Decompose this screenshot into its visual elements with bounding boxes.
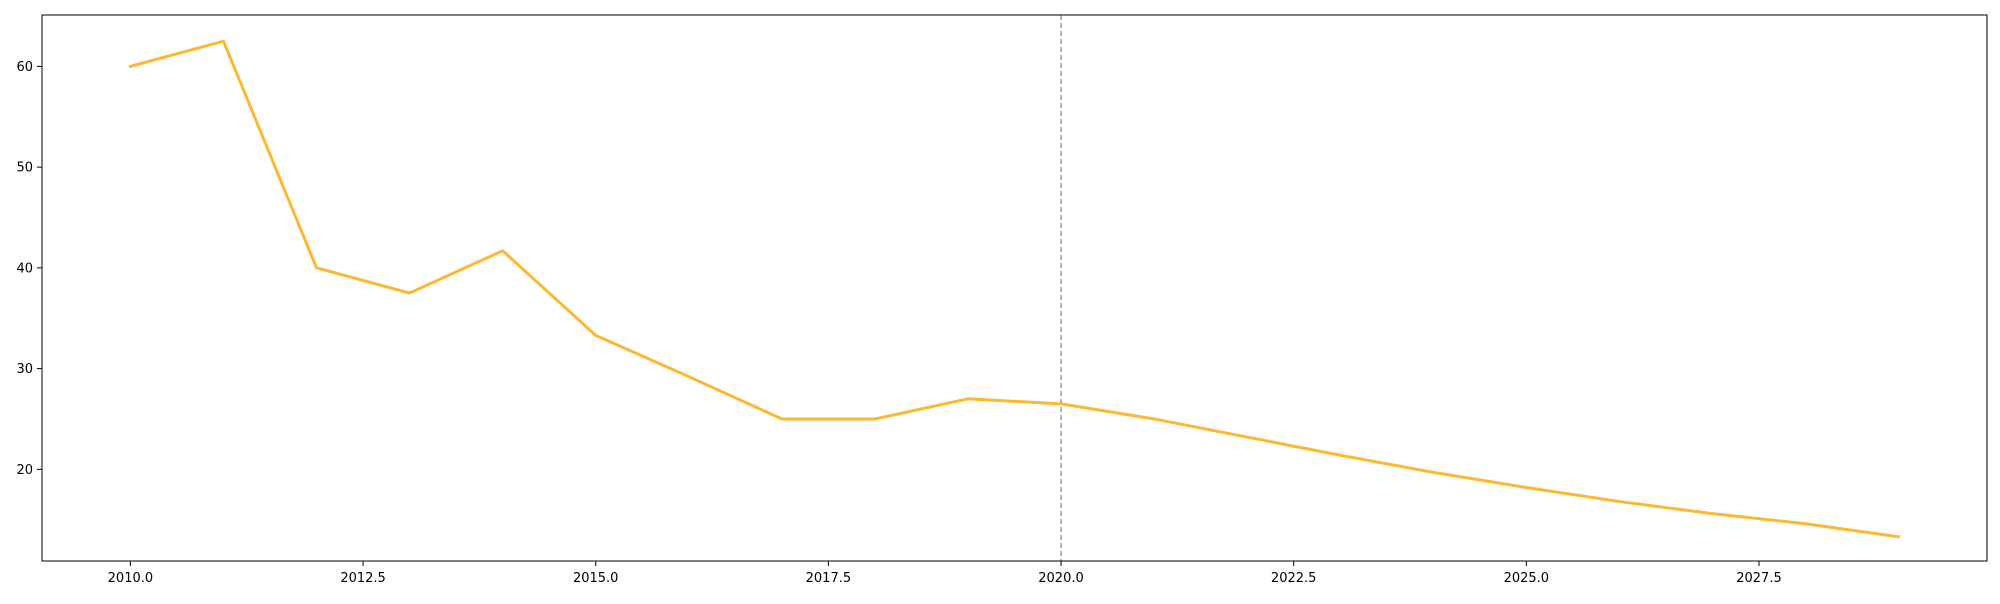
x-tick-label: 2012.5 (340, 571, 386, 586)
y-axis-ticks: 20 30 40 50 60 (16, 60, 42, 478)
plot-frame (42, 15, 1987, 561)
x-tick-label: 2015.0 (573, 571, 619, 586)
x-tick-label: 2027.5 (1736, 571, 1782, 586)
x-tick-label: 2017.5 (806, 571, 852, 586)
series-layer (130, 41, 1898, 537)
y-tick-label: 30 (16, 362, 33, 377)
x-axis-ticks: 2010.0 2012.5 2015.0 2017.5 2020.0 2022.5 2025… (108, 561, 1782, 586)
x-tick-label: 2020.0 (1038, 571, 1084, 586)
axes-layer (42, 15, 1987, 561)
series-line-0 (130, 41, 1898, 537)
y-tick-label: 60 (16, 60, 33, 75)
x-tick-label: 2010.0 (108, 571, 154, 586)
x-tick-label: 2025.0 (1504, 571, 1550, 586)
y-tick-label: 50 (16, 161, 33, 176)
x-tick-label: 2022.5 (1271, 571, 1317, 586)
y-tick-label: 20 (16, 463, 33, 478)
y-tick-label: 40 (16, 261, 33, 276)
